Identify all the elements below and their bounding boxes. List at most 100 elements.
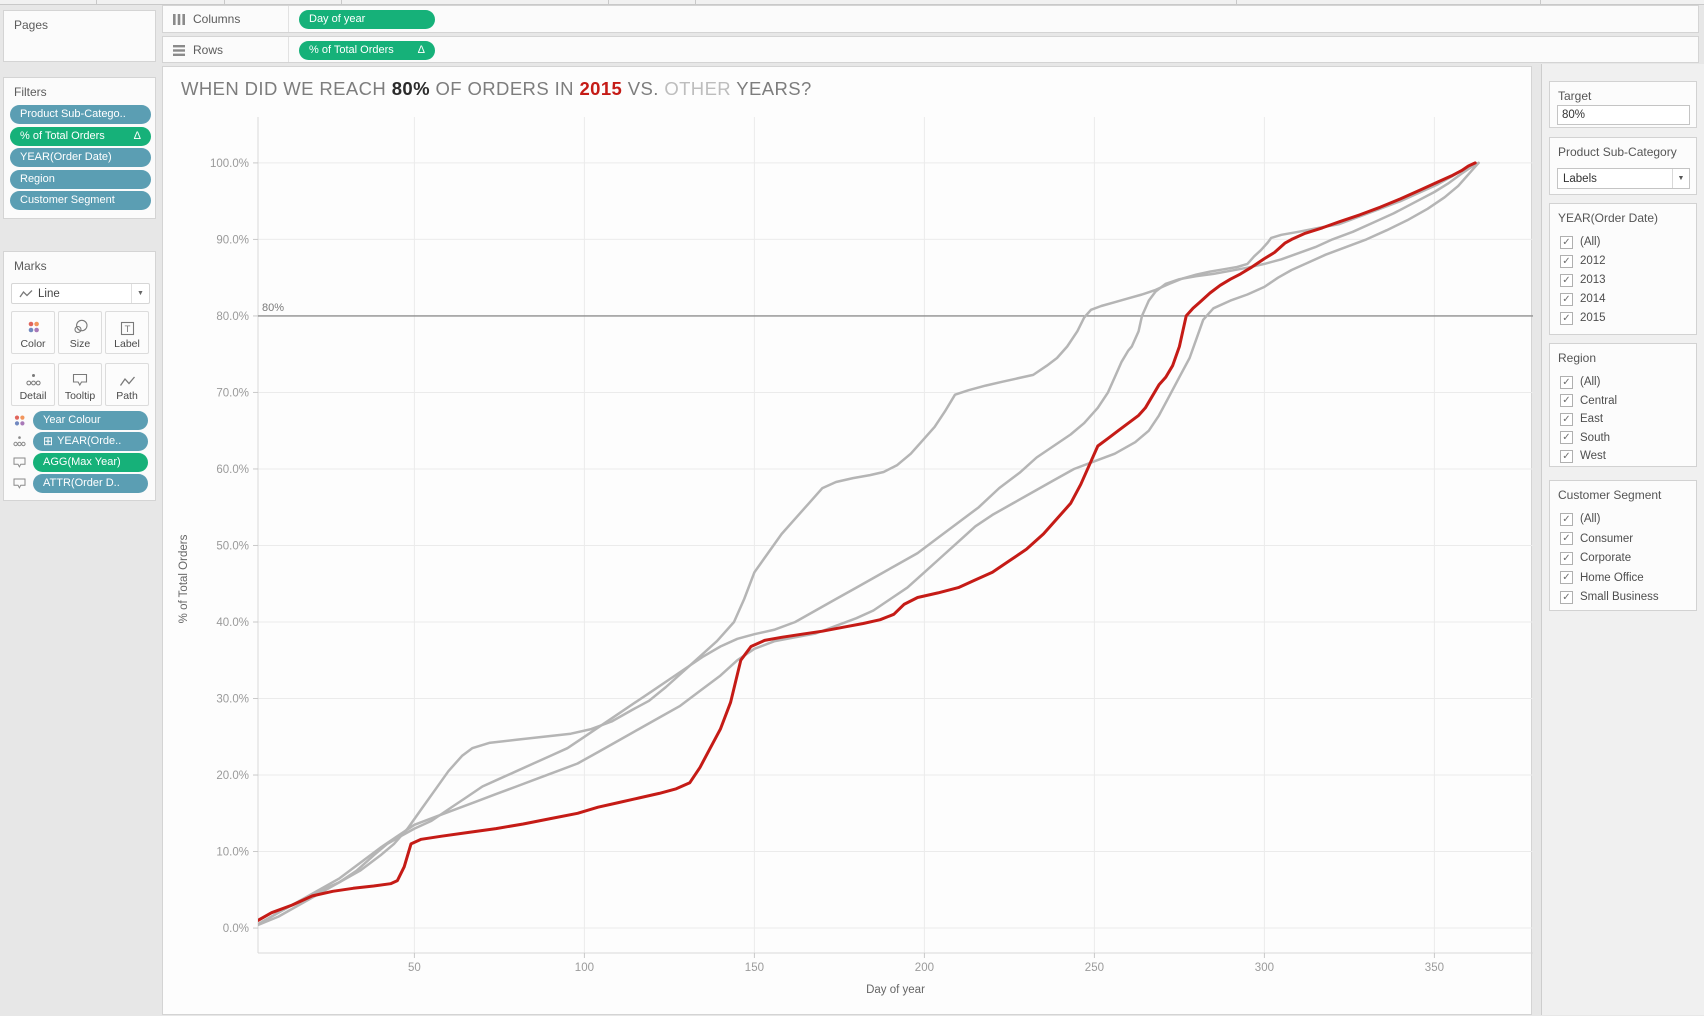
series-line-2015[interactable] (258, 161, 1477, 922)
y-tick-label: 70.0% (216, 387, 249, 399)
y-tick-label: 60.0% (216, 464, 249, 476)
checkbox[interactable]: ✓ (1560, 375, 1573, 389)
checkbox-row-consumer[interactable]: ✓ Consumer (1560, 531, 1633, 547)
right-parameter-panel: Target Product Sub-Category Labels ▼ YEA… (1541, 64, 1704, 1015)
tab-separator (608, 0, 609, 5)
checkbox[interactable]: ✓ (1560, 532, 1573, 545)
gridlines (258, 117, 1533, 953)
chevron-down-icon[interactable]: ▼ (1672, 169, 1689, 188)
tab-separator (341, 0, 342, 5)
checkbox[interactable]: ✓ (1560, 590, 1573, 604)
checkbox-row-corporate[interactable]: ✓ Corporate (1560, 550, 1631, 566)
filter-pill-year-order-date[interactable]: YEAR(Order Date) (10, 148, 151, 167)
checkbox[interactable]: ✓ (1560, 292, 1573, 306)
checkbox-label: Small Business (1580, 591, 1659, 603)
reference-line-80pct[interactable]: 80% (258, 302, 1533, 317)
title-80pct: 80% (391, 78, 430, 99)
checkbox[interactable]: ✓ (1560, 512, 1573, 526)
chevron-down-icon[interactable]: ▼ (131, 284, 149, 303)
pill-label: YEAR(Order Date) (20, 151, 112, 163)
pages-label: Pages (14, 18, 49, 32)
checkbox[interactable]: ✓ (1560, 254, 1573, 268)
year-filter-title: YEAR(Order Date) (1558, 211, 1659, 225)
color-button[interactable]: Color (11, 311, 55, 354)
marks-pill-year-colour[interactable]: Year Colour (33, 411, 148, 430)
checkbox-row-small-business[interactable]: ✓ Small Business (1560, 589, 1659, 605)
region-filter-title: Region (1558, 351, 1597, 365)
checkbox-row-2013[interactable]: ✓ 2013 (1560, 272, 1606, 288)
target-title: Target (1558, 89, 1592, 103)
checkbox[interactable]: ✓ (1560, 273, 1573, 287)
checkbox-label: (All) (1580, 236, 1601, 248)
rows-icon (172, 44, 186, 57)
checkbox-row-all[interactable]: ✓ (All) (1560, 511, 1600, 527)
checkbox-row-east[interactable]: ✓ East (1560, 411, 1603, 427)
pill-pct-total-orders[interactable]: % of Total Orders Δ (299, 41, 435, 60)
series-line-2013[interactable] (258, 161, 1480, 927)
pill-label: Product Sub-Catego.. (20, 108, 126, 120)
checkbox[interactable]: ✓ (1560, 449, 1573, 463)
rows-shelf[interactable]: Rows % of Total Orders Δ (162, 36, 1699, 63)
checkbox-label: Consumer (1580, 532, 1634, 545)
y-tick-label: 20.0% (216, 770, 249, 782)
filter-pill-region[interactable]: Region (10, 169, 151, 189)
tooltip-bubble-icon (12, 476, 33, 491)
table-calc-delta-icon: Δ (417, 44, 425, 56)
pill-label: % of Total Orders (20, 129, 105, 142)
x-tick-label: 150 (745, 962, 764, 974)
checkbox-row-west[interactable]: ✓ West (1560, 448, 1606, 464)
checkbox-row-central[interactable]: ✓ Central (1560, 393, 1617, 409)
checkbox-label: Central (1580, 394, 1618, 407)
color-dots-icon (12, 413, 33, 428)
mark-type-value: Line (38, 287, 60, 300)
marks-pill-year-orde[interactable]: ⊞ YEAR(Orde.. (33, 432, 148, 451)
checkbox-row-home-office[interactable]: ✓ Home Office (1560, 570, 1644, 586)
subcategory-filter-card: Product Sub-Category Labels ▼ (1549, 137, 1697, 195)
mark-type-dropdown[interactable]: Line ▼ (11, 283, 150, 304)
x-tick-label: 300 (1255, 962, 1274, 974)
size-button[interactable]: Size (58, 311, 102, 354)
line-chart[interactable]: 50 100 150 200 250 300 350 0.0% 10.0% 20.0% 30.0% 4… (163, 67, 1533, 1016)
checkbox-row-south[interactable]: ✓ South (1560, 430, 1610, 446)
marks-pill-attr-order-d[interactable]: ATTR(Order D.. (33, 474, 148, 493)
workbook-tab-strip (0, 0, 1704, 5)
checkbox[interactable]: ✓ (1560, 551, 1573, 565)
filter-pill-of-total-orders[interactable]: % of Total Orders Δ (10, 126, 151, 146)
checkbox[interactable]: ✓ (1560, 431, 1573, 444)
checkbox[interactable]: ✓ (1560, 571, 1573, 584)
subcategory-value: Labels (1563, 172, 1597, 185)
filter-pill-product-sub-catego[interactable]: Product Sub-Catego.. (10, 105, 151, 124)
marks-pill-row: AGG(Max Year) (12, 453, 148, 472)
checkbox-row-2015[interactable]: ✓ 2015 (1560, 310, 1606, 326)
series-line-2014[interactable] (258, 161, 1480, 926)
checkbox[interactable]: ✓ (1560, 311, 1573, 325)
checkbox-row-all[interactable]: ✓ (All) (1560, 234, 1600, 250)
subcategory-dropdown[interactable]: Labels ▼ (1557, 168, 1690, 189)
columns-shelf[interactable]: Columns Day of year (162, 5, 1699, 33)
y-tick-label: 10.0% (216, 847, 249, 859)
marks-pill-row: ATTR(Order D.. (12, 474, 148, 493)
columns-icon (172, 13, 186, 26)
pages-shelf[interactable]: Pages (3, 10, 156, 62)
filter-pill-customer-segment[interactable]: Customer Segment (10, 191, 151, 210)
checkbox-row-2012[interactable]: ✓ 2012 (1560, 253, 1606, 269)
columns-shelf-label: Columns (193, 12, 241, 26)
marks-pill-agg-max-year[interactable]: AGG(Max Year) (33, 453, 148, 472)
checkbox[interactable]: ✓ (1560, 412, 1573, 426)
tooltip-button[interactable]: Tooltip (58, 363, 102, 406)
detail-button[interactable]: Detail (11, 363, 55, 406)
worksheet-view: WHEN DID WE REACH 80% OF ORDERS IN 2015 … (162, 66, 1533, 1016)
label-icon: T (106, 312, 148, 336)
y-tick-label: 40.0% (216, 617, 249, 629)
checkbox-row-2014[interactable]: ✓ 2014 (1560, 291, 1606, 307)
y-tick-label: 80.0% (216, 311, 249, 323)
series-line-2012[interactable] (258, 161, 1477, 926)
expand-box-icon[interactable]: ⊞ (43, 434, 54, 448)
pill-day-of-year[interactable]: Day of year (299, 10, 435, 29)
label-button[interactable]: T Label (105, 311, 149, 354)
checkbox[interactable]: ✓ (1560, 235, 1573, 249)
path-button[interactable]: Path (105, 363, 149, 406)
target-input[interactable] (1557, 105, 1690, 125)
checkbox-row-all[interactable]: ✓ (All) (1560, 374, 1600, 390)
checkbox[interactable]: ✓ (1560, 394, 1573, 407)
